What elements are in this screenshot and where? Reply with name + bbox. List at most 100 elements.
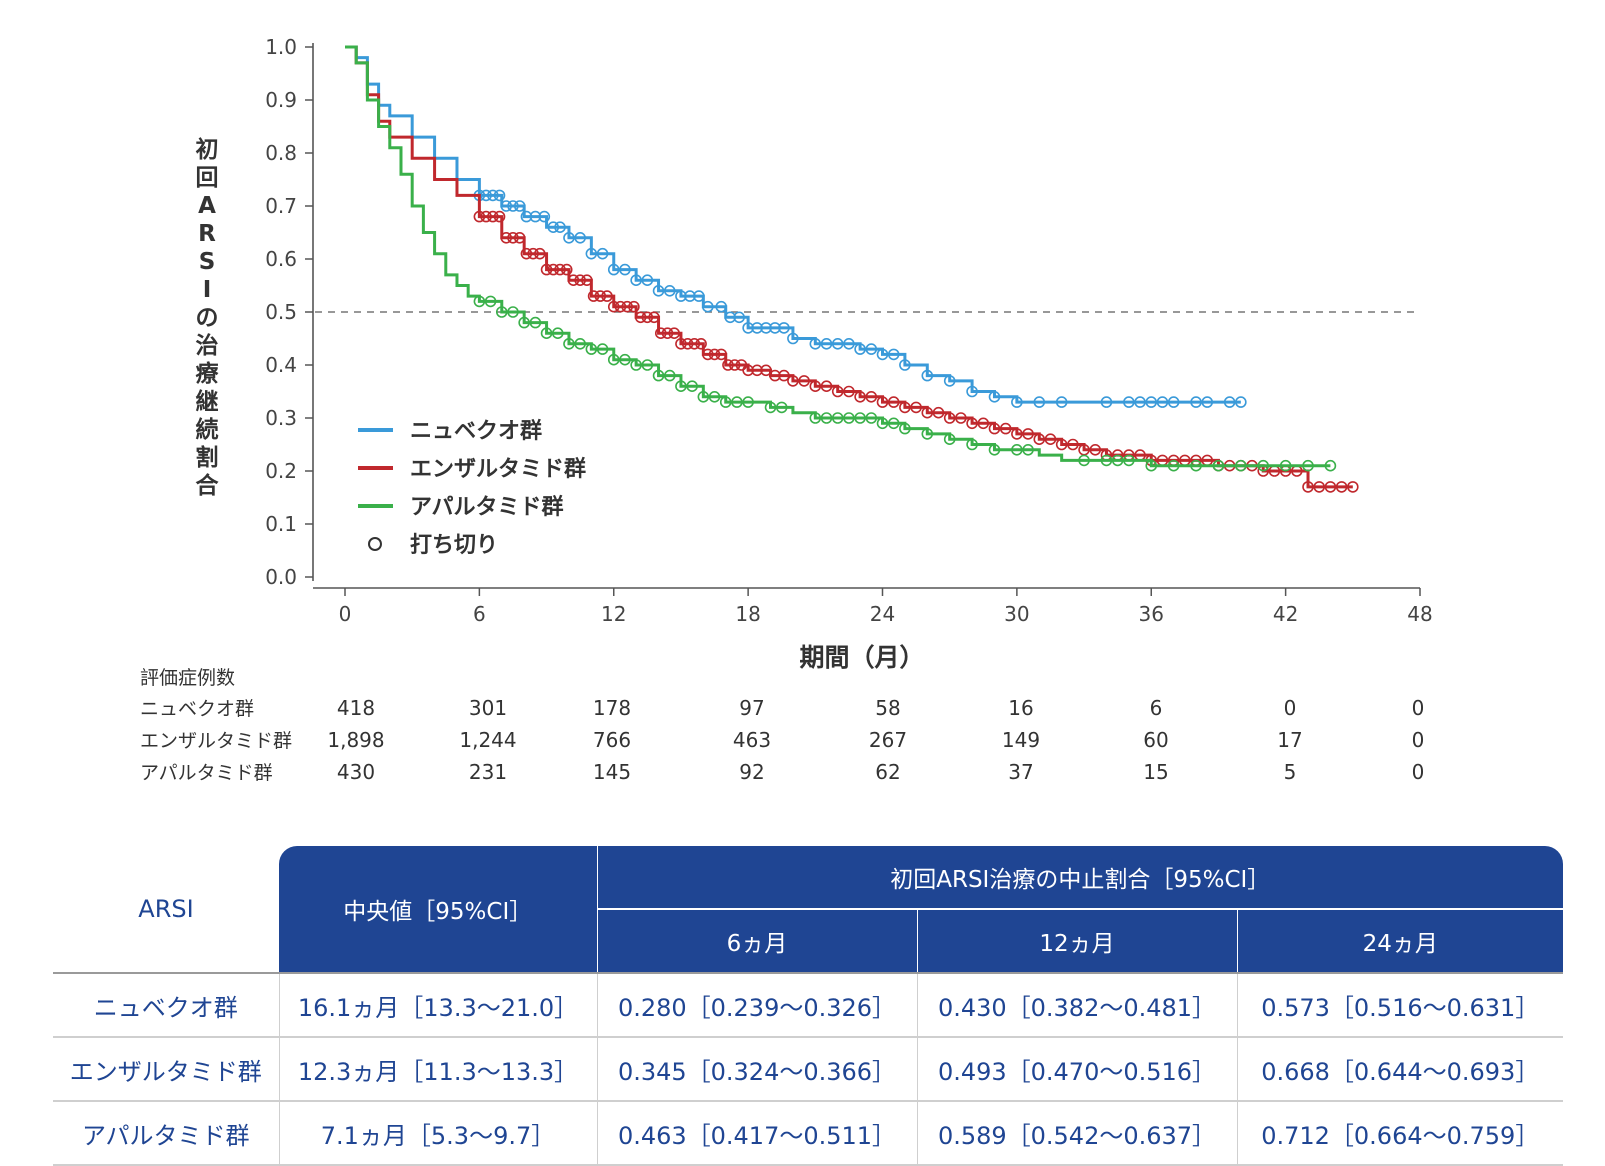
censor-mark bbox=[663, 284, 676, 297]
legend-censor-label: 打ち切り bbox=[410, 533, 498, 558]
censor-mark bbox=[831, 385, 844, 398]
censor-mark bbox=[1257, 459, 1270, 472]
censor-mark bbox=[540, 263, 553, 276]
censor-mark bbox=[1235, 459, 1247, 472]
censor-mark bbox=[751, 322, 763, 334]
censor-mark bbox=[977, 417, 990, 430]
series-line-2 bbox=[345, 45, 1331, 468]
risk-count: 1,244 bbox=[459, 728, 516, 752]
risk-count: 58 bbox=[875, 696, 900, 720]
censor-mark bbox=[787, 332, 799, 345]
summary-table: ARSI 中央値［95%CI］ 初回ARSI治療の中止割合［95%CI］ 6ヵ月… bbox=[53, 846, 1564, 1166]
censor-mark bbox=[1123, 454, 1135, 467]
censor-mark bbox=[686, 380, 698, 393]
censor-mark bbox=[641, 311, 654, 324]
x-axis-label: 期間（月） bbox=[799, 643, 924, 672]
row-label: アパルタミド群 bbox=[53, 1101, 279, 1166]
censor-mark bbox=[607, 300, 620, 313]
censor-mark bbox=[654, 327, 667, 340]
risk-count: 5 bbox=[1284, 760, 1297, 784]
censor-mark bbox=[708, 390, 721, 403]
y-tick-label: 0.4 bbox=[265, 353, 297, 377]
censor-mark bbox=[1134, 396, 1146, 408]
censor-mark bbox=[1100, 454, 1113, 467]
censor-mark bbox=[540, 327, 553, 340]
censor-mark bbox=[1078, 454, 1090, 467]
censor-mark bbox=[769, 369, 781, 382]
censor-mark bbox=[587, 290, 600, 302]
censor-mark bbox=[932, 406, 945, 419]
censor-mark bbox=[1089, 443, 1102, 456]
y-tick-label: 0.0 bbox=[265, 565, 297, 589]
y-tick-label: 0.7 bbox=[265, 194, 297, 218]
censor-mark bbox=[1335, 481, 1348, 493]
median-header: 中央値［95%CI］ bbox=[279, 846, 597, 973]
censor-mark bbox=[876, 417, 889, 430]
censor-mark bbox=[520, 210, 533, 223]
censor-mark bbox=[607, 263, 620, 276]
y-axis-label: 初回 A R S I の治療継続割合 bbox=[196, 136, 220, 499]
censor-mark bbox=[843, 412, 855, 424]
risk-row-label: エンザルタミド群 bbox=[140, 730, 292, 752]
censor-mark bbox=[563, 232, 575, 244]
censor-mark bbox=[1167, 459, 1180, 472]
rate-6m-cell: 0.345［0.324〜0.366］ bbox=[596, 1037, 917, 1102]
censor-mark bbox=[693, 290, 705, 302]
censor-mark bbox=[899, 401, 911, 414]
risk-table-header: 評価症例数 bbox=[140, 667, 235, 689]
censor-mark bbox=[988, 422, 1001, 435]
censor-mark bbox=[547, 221, 560, 233]
risk-count: 6 bbox=[1150, 696, 1163, 720]
censor-mark bbox=[921, 428, 934, 440]
rate-6m-cell: 0.463［0.417〜0.511］ bbox=[596, 1101, 917, 1166]
censor-mark bbox=[487, 189, 499, 202]
censor-mark bbox=[1302, 481, 1314, 493]
censor-mark bbox=[513, 232, 526, 244]
censor-mark bbox=[733, 311, 745, 324]
censor-mark bbox=[742, 322, 754, 334]
censor-mark bbox=[843, 385, 855, 398]
censor-mark bbox=[854, 343, 866, 355]
y-tick-label: 0.9 bbox=[265, 88, 297, 112]
censor-mark bbox=[809, 412, 822, 424]
risk-count: 267 bbox=[869, 728, 907, 752]
censor-mark bbox=[601, 290, 613, 302]
censor-mark bbox=[652, 284, 665, 297]
risk-count: 17 bbox=[1277, 728, 1302, 752]
censor-mark bbox=[865, 343, 878, 355]
censor-mark bbox=[1145, 459, 1158, 472]
median-cell: 7.1ヵ月［5.3〜9.7］ bbox=[278, 1101, 597, 1166]
censor-mark bbox=[1279, 459, 1292, 472]
median-cell: 12.3ヵ月［11.3〜13.3］ bbox=[278, 1037, 597, 1102]
censor-mark bbox=[484, 295, 497, 308]
censor-mark bbox=[574, 337, 586, 350]
censor-mark bbox=[607, 353, 620, 366]
sub-header-12m: 12ヵ月 bbox=[916, 908, 1237, 973]
censor-mark bbox=[1033, 396, 1046, 408]
censor-mark bbox=[529, 316, 542, 329]
x-tick-label: 6 bbox=[473, 602, 486, 626]
censor-mark bbox=[910, 401, 922, 414]
censor-mark bbox=[1156, 396, 1169, 408]
series-layer bbox=[345, 45, 1359, 493]
censor-mark bbox=[999, 422, 1012, 435]
censor-mark bbox=[865, 412, 878, 424]
censor-mark bbox=[695, 337, 707, 350]
km-chart: 0.0 0.1 0.2 0.3 0.4 0.5 0.6 0.7 0.8 0.9 1.0 0 6 12 18 2… bbox=[140, 35, 1433, 784]
censor-mark bbox=[697, 390, 710, 403]
censor-mark bbox=[887, 417, 900, 430]
risk-count: 178 bbox=[593, 696, 631, 720]
censor-mark bbox=[1067, 438, 1079, 451]
censor-mark bbox=[899, 422, 911, 435]
censor-mark bbox=[684, 290, 696, 302]
x-tick-label: 48 bbox=[1407, 602, 1432, 626]
risk-count: 15 bbox=[1143, 760, 1168, 784]
censor-mark bbox=[500, 200, 513, 212]
censor-mark bbox=[702, 348, 714, 361]
censor-mark bbox=[899, 359, 911, 371]
risk-count: 16 bbox=[1008, 696, 1033, 720]
risk-count: 463 bbox=[733, 728, 771, 752]
censor-mark bbox=[487, 210, 499, 223]
censor-mark bbox=[585, 247, 598, 260]
